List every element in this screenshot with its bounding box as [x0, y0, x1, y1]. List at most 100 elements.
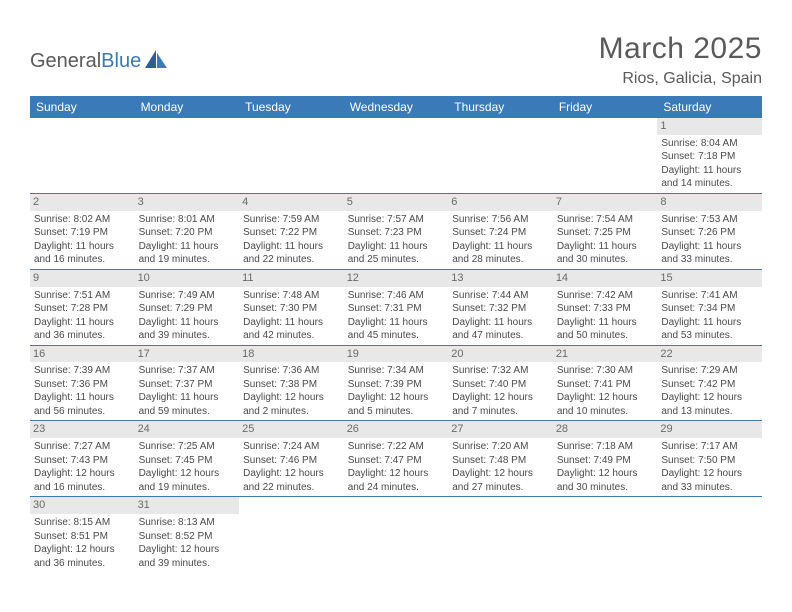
calendar-cell: [657, 497, 762, 572]
daylight-text: and 30 minutes.: [557, 481, 654, 495]
day-number: 6: [448, 194, 553, 211]
daylight-text: and 50 minutes.: [557, 329, 654, 343]
day-number: 31: [135, 497, 240, 514]
sunset-text: Sunset: 7:28 PM: [34, 302, 131, 316]
daylight-text: and 39 minutes.: [139, 329, 236, 343]
day-number: 5: [344, 194, 449, 211]
daylight-text: Daylight: 11 hours: [34, 316, 131, 330]
calendar-cell: 20Sunrise: 7:32 AMSunset: 7:40 PMDayligh…: [448, 345, 553, 421]
weekday-header: Sunday: [30, 96, 135, 118]
daylight-text: Daylight: 12 hours: [348, 391, 445, 405]
day-number: 2: [30, 194, 135, 211]
sunrise-text: Sunrise: 7:48 AM: [243, 289, 340, 303]
sunrise-text: Sunrise: 7:24 AM: [243, 440, 340, 454]
daylight-text: and 33 minutes.: [661, 481, 758, 495]
calendar-cell: 6Sunrise: 7:56 AMSunset: 7:24 PMDaylight…: [448, 193, 553, 269]
calendar-cell: 18Sunrise: 7:36 AMSunset: 7:38 PMDayligh…: [239, 345, 344, 421]
day-number: 18: [239, 346, 344, 363]
calendar-cell: [239, 118, 344, 193]
sunset-text: Sunset: 7:33 PM: [557, 302, 654, 316]
sunrise-text: Sunrise: 7:18 AM: [557, 440, 654, 454]
calendar-cell: [448, 497, 553, 572]
weekday-header: Thursday: [448, 96, 553, 118]
day-number: 4: [239, 194, 344, 211]
sunset-text: Sunset: 7:36 PM: [34, 378, 131, 392]
sunrise-text: Sunrise: 7:32 AM: [452, 364, 549, 378]
daylight-text: and 5 minutes.: [348, 405, 445, 419]
daylight-text: Daylight: 11 hours: [34, 391, 131, 405]
calendar-page: GeneralBlue March 2025 Rios, Galicia, Sp…: [0, 0, 792, 572]
sunrise-text: Sunrise: 8:01 AM: [139, 213, 236, 227]
location: Rios, Galicia, Spain: [599, 70, 762, 88]
daylight-text: Daylight: 11 hours: [243, 316, 340, 330]
day-number: 30: [30, 497, 135, 514]
sunrise-text: Sunrise: 8:02 AM: [34, 213, 131, 227]
sunset-text: Sunset: 7:42 PM: [661, 378, 758, 392]
weekday-header: Friday: [553, 96, 658, 118]
calendar-cell: 31Sunrise: 8:13 AMSunset: 8:52 PMDayligh…: [135, 497, 240, 572]
calendar-cell: 14Sunrise: 7:42 AMSunset: 7:33 PMDayligh…: [553, 269, 658, 345]
day-number: 20: [448, 346, 553, 363]
daylight-text: Daylight: 12 hours: [661, 391, 758, 405]
daylight-text: Daylight: 11 hours: [452, 316, 549, 330]
calendar-cell: 24Sunrise: 7:25 AMSunset: 7:45 PMDayligh…: [135, 421, 240, 497]
daylight-text: and 25 minutes.: [348, 253, 445, 267]
daylight-text: and 36 minutes.: [34, 557, 131, 571]
day-number: 9: [30, 270, 135, 287]
sunset-text: Sunset: 7:25 PM: [557, 226, 654, 240]
daylight-text: and 39 minutes.: [139, 557, 236, 571]
calendar-row: 16Sunrise: 7:39 AMSunset: 7:36 PMDayligh…: [30, 345, 762, 421]
calendar-cell: 21Sunrise: 7:30 AMSunset: 7:41 PMDayligh…: [553, 345, 658, 421]
calendar-body: 1Sunrise: 8:04 AMSunset: 7:18 PMDaylight…: [30, 118, 762, 572]
daylight-text: Daylight: 11 hours: [34, 240, 131, 254]
daylight-text: and 13 minutes.: [661, 405, 758, 419]
sunset-text: Sunset: 7:49 PM: [557, 454, 654, 468]
logo-text-1: General: [30, 50, 101, 73]
day-number: 22: [657, 346, 762, 363]
sunset-text: Sunset: 7:22 PM: [243, 226, 340, 240]
daylight-text: and 33 minutes.: [661, 253, 758, 267]
sunrise-text: Sunrise: 7:37 AM: [139, 364, 236, 378]
sunset-text: Sunset: 7:38 PM: [243, 378, 340, 392]
title-block: March 2025 Rios, Galicia, Spain: [599, 32, 762, 88]
daylight-text: Daylight: 11 hours: [348, 240, 445, 254]
daylight-text: Daylight: 11 hours: [557, 240, 654, 254]
day-number: 23: [30, 421, 135, 438]
day-number: 24: [135, 421, 240, 438]
sunset-text: Sunset: 7:47 PM: [348, 454, 445, 468]
logo: GeneralBlue: [30, 50, 169, 73]
sunrise-text: Sunrise: 7:59 AM: [243, 213, 340, 227]
daylight-text: Daylight: 12 hours: [34, 543, 131, 557]
daylight-text: and 56 minutes.: [34, 405, 131, 419]
sunset-text: Sunset: 7:24 PM: [452, 226, 549, 240]
sunrise-text: Sunrise: 7:51 AM: [34, 289, 131, 303]
calendar-cell: [30, 118, 135, 193]
sunrise-text: Sunrise: 7:36 AM: [243, 364, 340, 378]
calendar-cell: 9 Sunrise: 7:51 AMSunset: 7:28 PMDaylight…: [30, 269, 135, 345]
calendar-row: 23Sunrise: 7:27 AMSunset: 7:43 PMDayligh…: [30, 421, 762, 497]
logo-text-2: Blue: [101, 50, 141, 73]
month-title: March 2025: [599, 32, 762, 66]
calendar-cell: [239, 497, 344, 572]
calendar-cell: 11Sunrise: 7:48 AMSunset: 7:30 PMDayligh…: [239, 269, 344, 345]
calendar-cell: 27Sunrise: 7:20 AMSunset: 7:48 PMDayligh…: [448, 421, 553, 497]
sunrise-text: Sunrise: 7:44 AM: [452, 289, 549, 303]
daylight-text: and 10 minutes.: [557, 405, 654, 419]
sunrise-text: Sunrise: 8:15 AM: [34, 516, 131, 530]
calendar-cell: 3Sunrise: 8:01 AMSunset: 7:20 PMDaylight…: [135, 193, 240, 269]
daylight-text: Daylight: 11 hours: [243, 240, 340, 254]
sunset-text: Sunset: 7:46 PM: [243, 454, 340, 468]
daylight-text: Daylight: 11 hours: [661, 240, 758, 254]
daylight-text: and 19 minutes.: [139, 481, 236, 495]
daylight-text: Daylight: 11 hours: [557, 316, 654, 330]
daylight-text: and 53 minutes.: [661, 329, 758, 343]
daylight-text: Daylight: 12 hours: [243, 467, 340, 481]
calendar-cell: [553, 497, 658, 572]
daylight-text: and 47 minutes.: [452, 329, 549, 343]
calendar-cell: 25Sunrise: 7:24 AMSunset: 7:46 PMDayligh…: [239, 421, 344, 497]
sunset-text: Sunset: 7:34 PM: [661, 302, 758, 316]
day-number: 16: [30, 346, 135, 363]
calendar-cell: 29Sunrise: 7:17 AMSunset: 7:50 PMDayligh…: [657, 421, 762, 497]
daylight-text: Daylight: 11 hours: [139, 316, 236, 330]
day-number: 13: [448, 270, 553, 287]
